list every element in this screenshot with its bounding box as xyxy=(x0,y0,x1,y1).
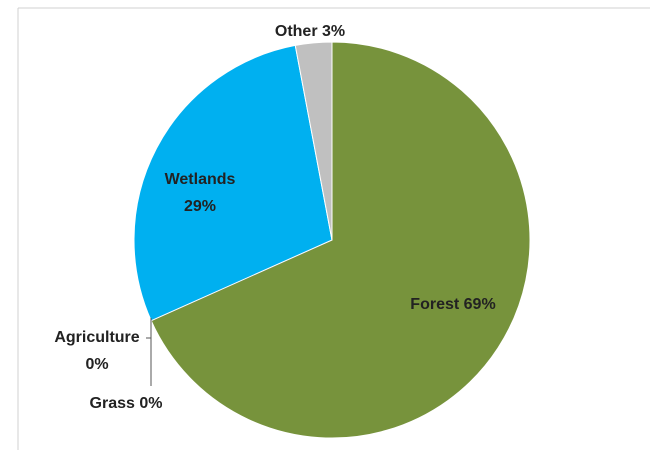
slice-label: Grass 0% xyxy=(90,395,163,412)
pie-slice xyxy=(133,44,333,322)
slice-name: Forest xyxy=(410,296,460,313)
slice-value-label: 29% xyxy=(184,198,216,215)
pie xyxy=(133,41,531,439)
pie-slice xyxy=(150,41,531,439)
slice-value-label: 3% xyxy=(322,23,345,40)
slice-name: Grass xyxy=(90,395,135,412)
slice-label: Other 3% xyxy=(275,23,345,40)
pie-slice xyxy=(294,41,333,241)
slice-value-label: 69% xyxy=(464,296,496,313)
slice-value-label: 0% xyxy=(139,395,162,412)
slice-value-label: 0% xyxy=(85,356,108,373)
slice-name: Wetlands xyxy=(165,171,236,188)
slice-name: Other xyxy=(275,23,318,40)
slice-name: Agriculture xyxy=(54,329,139,346)
slice-label: Forest 69% xyxy=(410,296,495,313)
